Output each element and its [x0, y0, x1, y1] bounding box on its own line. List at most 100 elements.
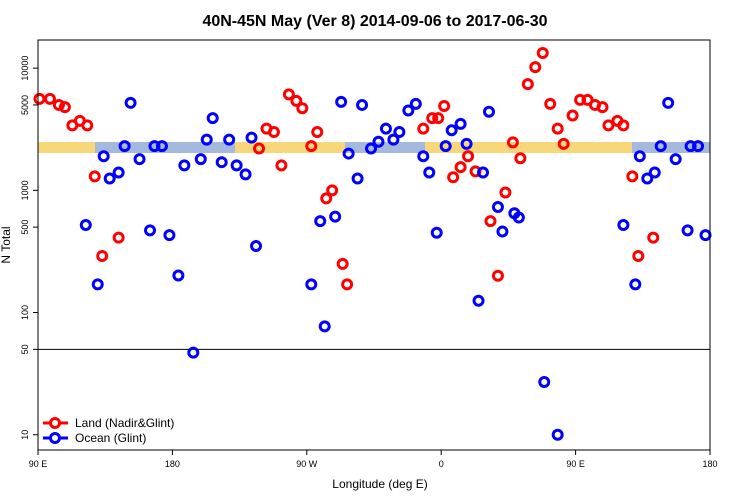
- x-axis-label: Longitude (deg E): [332, 477, 427, 491]
- point: [88, 170, 101, 183]
- legend-label: Land (Nadir&Glint): [75, 416, 174, 430]
- point: [409, 97, 422, 110]
- ocean-strip: [345, 142, 425, 153]
- legend-marker: [49, 432, 61, 444]
- point: [194, 153, 207, 166]
- y-tick-label: 10000: [20, 56, 30, 81]
- y-tick-label: 50: [20, 344, 30, 354]
- point: [669, 153, 682, 166]
- point: [43, 92, 56, 105]
- point: [439, 140, 452, 153]
- point: [402, 104, 415, 117]
- point: [472, 294, 485, 307]
- legend-label: Ocean (Glint): [75, 431, 146, 445]
- point: [365, 142, 378, 155]
- point: [318, 320, 331, 333]
- x-tick-label: 180: [165, 459, 180, 469]
- point: [91, 278, 104, 291]
- point: [477, 166, 490, 179]
- point: [245, 131, 258, 144]
- point: [124, 96, 137, 109]
- point: [112, 166, 125, 179]
- y-tick-label: 10: [20, 430, 30, 440]
- x-tick-label: 90 W: [296, 459, 318, 469]
- x-tick-label: 180: [702, 459, 717, 469]
- chart-title: 40N-45N May (Ver 8) 2014-09-06 to 2017-0…: [202, 13, 547, 30]
- point: [155, 140, 168, 153]
- point: [684, 140, 697, 153]
- point: [200, 133, 213, 146]
- point: [305, 278, 318, 291]
- point: [447, 171, 460, 184]
- plot-frame: [37, 39, 711, 451]
- point: [544, 97, 557, 110]
- point: [336, 257, 349, 270]
- point: [253, 142, 266, 155]
- point: [351, 172, 364, 185]
- point: [633, 150, 646, 163]
- point: [626, 170, 639, 183]
- point: [617, 119, 630, 132]
- point: [484, 215, 497, 228]
- point: [654, 140, 667, 153]
- point: [314, 215, 327, 228]
- point: [566, 109, 579, 122]
- point: [341, 278, 354, 291]
- point: [529, 61, 542, 74]
- point: [387, 133, 400, 146]
- point: [118, 140, 131, 153]
- point: [133, 153, 146, 166]
- y-tick-label: 5000: [20, 95, 30, 115]
- point: [512, 211, 525, 224]
- point: [538, 376, 551, 389]
- point: [267, 126, 280, 139]
- point: [97, 150, 110, 163]
- point: [96, 250, 109, 263]
- point: [662, 96, 675, 109]
- legend-marker: [49, 417, 61, 429]
- point: [52, 98, 65, 111]
- point: [445, 124, 458, 137]
- point: [372, 135, 385, 148]
- point: [148, 140, 161, 153]
- y-tick-label: 500: [20, 220, 30, 235]
- point: [342, 147, 355, 160]
- point: [356, 98, 369, 111]
- point: [632, 250, 645, 263]
- point: [521, 78, 534, 91]
- point: [178, 159, 191, 172]
- point: [460, 137, 473, 150]
- plot-area: 90 E 180 90 W 0 90 E 180 10 50 100 500 1000 5000 100…: [20, 47, 718, 469]
- point: [482, 105, 495, 118]
- point: [58, 101, 71, 114]
- point: [239, 168, 252, 181]
- point: [417, 122, 430, 135]
- point: [551, 428, 564, 441]
- point: [206, 112, 219, 125]
- point: [79, 219, 92, 232]
- point: [290, 94, 303, 107]
- point: [215, 156, 228, 169]
- point: [596, 101, 609, 114]
- point: [462, 150, 475, 163]
- point: [617, 219, 630, 232]
- point: [296, 102, 309, 115]
- point: [491, 201, 504, 214]
- point: [112, 231, 125, 244]
- x-tick-label: 0: [439, 459, 444, 469]
- point: [305, 140, 318, 153]
- point: [230, 159, 243, 172]
- point: [103, 172, 116, 185]
- point: [557, 137, 570, 150]
- point: [311, 126, 324, 139]
- x-tick-label: 90 E: [566, 459, 585, 469]
- point: [438, 100, 451, 113]
- point: [275, 159, 288, 172]
- y-tick-label: 1000: [20, 180, 30, 200]
- point: [393, 126, 406, 139]
- point: [574, 93, 587, 106]
- point: [647, 231, 660, 244]
- point: [648, 166, 661, 179]
- point: [454, 161, 467, 174]
